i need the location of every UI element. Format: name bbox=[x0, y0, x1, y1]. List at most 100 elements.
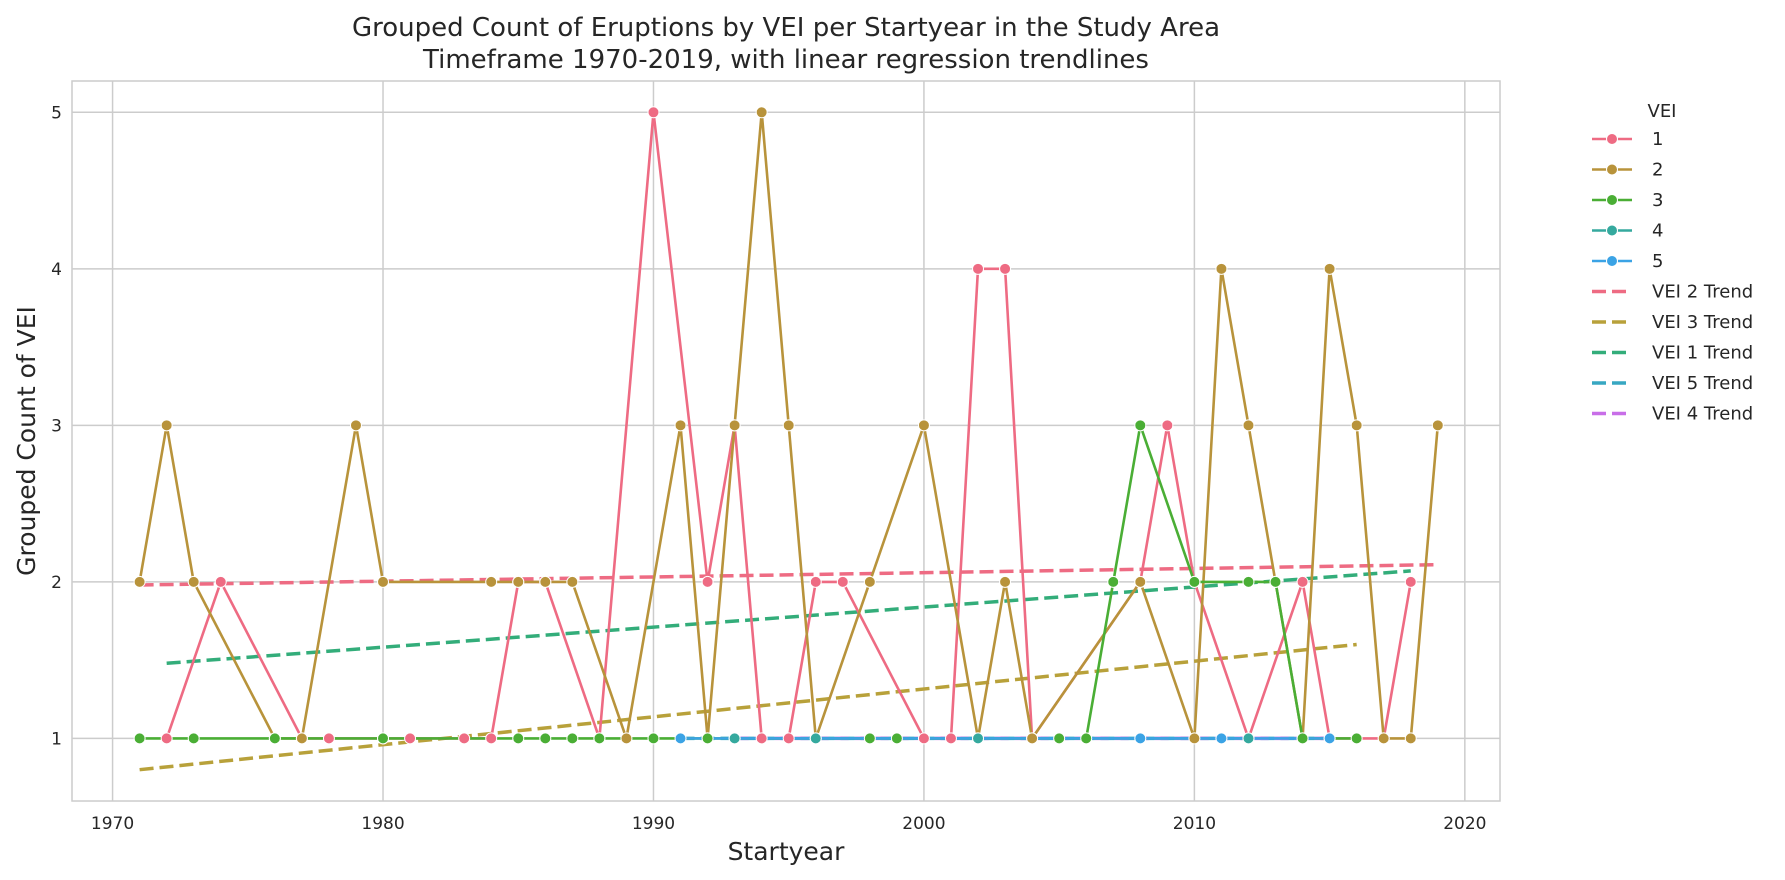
plot-frame bbox=[71, 80, 1501, 802]
data-point-vei-3 bbox=[1296, 732, 1309, 745]
data-point-vei-1 bbox=[836, 575, 849, 588]
data-point-vei-1 bbox=[160, 732, 173, 745]
x-tick-label: 1970 bbox=[91, 814, 134, 834]
data-point-vei-2 bbox=[1026, 732, 1039, 745]
y-tick-label: 5 bbox=[51, 103, 62, 123]
data-point-vei-2 bbox=[160, 419, 173, 432]
y-tick-label: 3 bbox=[51, 416, 62, 436]
x-axis-label: Startyear bbox=[728, 837, 846, 866]
x-tick-label: 2020 bbox=[1443, 814, 1486, 834]
legend-label: 4 bbox=[1652, 221, 1663, 242]
data-point-vei-1 bbox=[322, 732, 335, 745]
legend-label: VEI 1 Trend bbox=[1652, 343, 1753, 364]
y-tick-label: 1 bbox=[51, 729, 62, 749]
data-point-vei-2 bbox=[349, 419, 362, 432]
data-point-vei-2 bbox=[512, 575, 525, 588]
legend-label: 1 bbox=[1652, 129, 1663, 150]
data-point-vei-1 bbox=[1161, 419, 1174, 432]
data-point-vei-3 bbox=[566, 732, 579, 745]
data-point-vei-4 bbox=[972, 732, 985, 745]
y-tick-labels: 1 2 3 4 5 bbox=[51, 103, 62, 749]
data-point-vei-2 bbox=[1242, 419, 1255, 432]
data-point-vei-2 bbox=[1431, 419, 1444, 432]
data-point-vei-2 bbox=[728, 419, 741, 432]
data-point-vei-3 bbox=[1188, 575, 1201, 588]
x-tick-labels: 1970 1980 1990 2000 2010 2020 bbox=[91, 814, 1487, 834]
legend-label: VEI 2 Trend bbox=[1652, 282, 1753, 303]
data-point-vei-5 bbox=[674, 732, 687, 745]
data-point-vei-4 bbox=[809, 732, 822, 745]
data-point-vei-3 bbox=[187, 732, 200, 745]
data-point-vei-3 bbox=[1242, 575, 1255, 588]
data-point-vei-1 bbox=[755, 732, 768, 745]
data-point-vei-3 bbox=[1350, 732, 1363, 745]
data-point-vei-3 bbox=[1107, 575, 1120, 588]
data-point-vei-3 bbox=[377, 732, 390, 745]
x-tick-label: 1980 bbox=[361, 814, 404, 834]
chart-title-line-1: Grouped Count of Eruptions by VEI per St… bbox=[352, 13, 1220, 43]
data-point-vei-4 bbox=[728, 732, 741, 745]
data-point-vei-2 bbox=[1323, 262, 1336, 275]
y-tick-label: 4 bbox=[51, 260, 62, 280]
data-point-vei-2 bbox=[187, 575, 200, 588]
data-point-vei-3 bbox=[647, 732, 660, 745]
data-point-vei-3 bbox=[701, 732, 714, 745]
data-point-vei-1 bbox=[1296, 575, 1309, 588]
trendline-2 bbox=[139, 642, 1357, 772]
data-point-vei-3 bbox=[593, 732, 606, 745]
legend-label: VEI 4 Trend bbox=[1652, 404, 1753, 425]
data-point-vei-1 bbox=[214, 575, 227, 588]
data-point-vei-2 bbox=[674, 419, 687, 432]
data-point-vei-5 bbox=[1323, 732, 1336, 745]
data-point-vei-1 bbox=[972, 262, 985, 275]
data-point-vei-2 bbox=[999, 575, 1012, 588]
data-point-vei-2 bbox=[295, 732, 308, 745]
x-tick-label: 2010 bbox=[1173, 814, 1216, 834]
data-point-vei-3 bbox=[512, 732, 525, 745]
trendline-1 bbox=[139, 562, 1438, 587]
y-axis-label: Grouped Count of VEI bbox=[12, 306, 41, 576]
y-tick-label: 2 bbox=[51, 573, 62, 593]
data-point-vei-3 bbox=[1269, 575, 1282, 588]
data-point-vei-3 bbox=[1080, 732, 1093, 745]
legend-label: 2 bbox=[1652, 160, 1663, 181]
data-point-vei-1 bbox=[944, 732, 957, 745]
legend-label: 3 bbox=[1652, 190, 1663, 211]
data-point-vei-1 bbox=[458, 732, 471, 745]
data-point-vei-1 bbox=[917, 732, 930, 745]
x-tick-label: 2000 bbox=[902, 814, 945, 834]
data-point-vei-2 bbox=[539, 575, 552, 588]
legend-marker bbox=[1606, 255, 1618, 267]
data-point-vei-2 bbox=[1215, 262, 1228, 275]
data-point-vei-5 bbox=[1215, 732, 1228, 745]
legend: VEI 1 2 3 4 5 VEI 2 Trend VEI 3 Trend VEI 1 Tre… bbox=[1592, 101, 1753, 425]
legend-title: VEI bbox=[1648, 101, 1677, 122]
data-point-vei-2 bbox=[620, 732, 633, 745]
data-point-vei-3 bbox=[133, 732, 146, 745]
data-point-vei-4 bbox=[1242, 732, 1255, 745]
data-point-vei-5 bbox=[1134, 732, 1147, 745]
data-point-vei-3 bbox=[863, 732, 876, 745]
series-points bbox=[133, 106, 1444, 745]
data-point-vei-2 bbox=[755, 106, 768, 119]
legend-marker bbox=[1606, 194, 1618, 206]
data-point-vei-1 bbox=[404, 732, 417, 745]
data-point-vei-3 bbox=[890, 732, 903, 745]
legend-marker bbox=[1606, 133, 1618, 145]
trendline-3 bbox=[166, 569, 1411, 666]
data-point-vei-2 bbox=[377, 575, 390, 588]
chart-title-line-2: Timeframe 1970-2019, with linear regress… bbox=[422, 45, 1149, 75]
data-point-vei-1 bbox=[809, 575, 822, 588]
data-point-vei-3 bbox=[1053, 732, 1066, 745]
data-point-vei-1 bbox=[647, 106, 660, 119]
grid-lines bbox=[72, 81, 1500, 801]
x-tick-label: 1990 bbox=[632, 814, 675, 834]
data-point-vei-2 bbox=[133, 575, 146, 588]
data-point-vei-1 bbox=[1404, 575, 1417, 588]
data-point-vei-3 bbox=[539, 732, 552, 745]
data-point-vei-2 bbox=[1404, 732, 1417, 745]
data-point-vei-1 bbox=[485, 732, 498, 745]
legend-marker bbox=[1606, 224, 1618, 237]
data-point-vei-2 bbox=[863, 575, 876, 588]
